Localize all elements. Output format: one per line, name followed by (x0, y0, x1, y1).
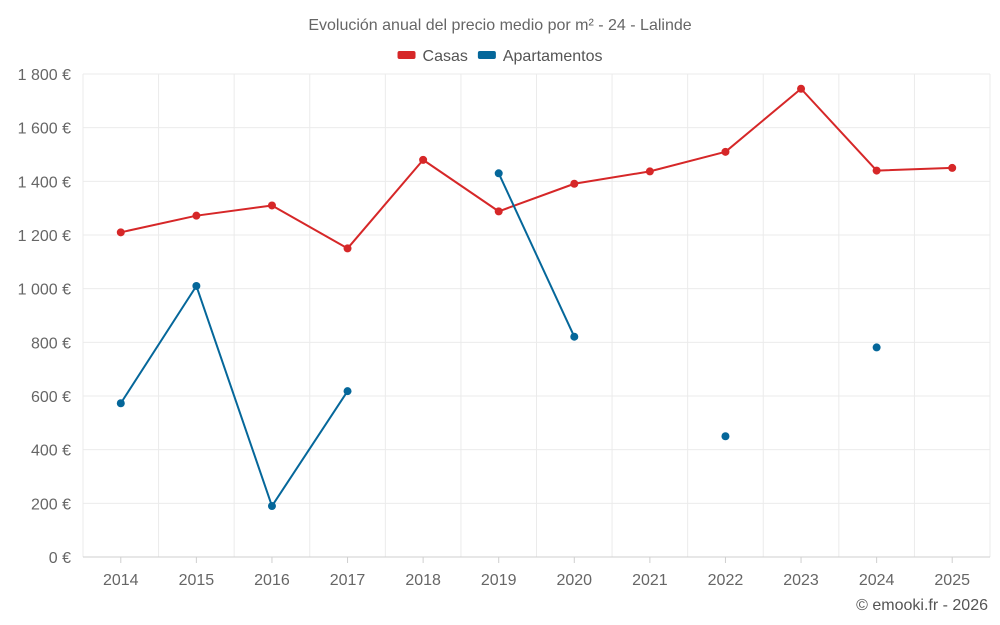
data-point (948, 163, 957, 172)
legend-item: Casas (397, 48, 468, 65)
data-point (494, 169, 503, 178)
x-tick-label: 2014 (103, 572, 139, 589)
y-tick-label: 1 800 € (18, 67, 71, 84)
series-apartamentos (116, 169, 881, 511)
y-tick-label: 1 600 € (18, 121, 71, 138)
legend-swatch (477, 51, 496, 59)
data-point (721, 147, 730, 156)
series-layer (116, 84, 957, 511)
x-tick-label: 2021 (632, 572, 668, 589)
x-tick-label: 2020 (556, 572, 592, 589)
x-tick-label: 2023 (783, 572, 819, 589)
series-line (497, 172, 576, 338)
x-tick-label: 2019 (481, 572, 517, 589)
x-tick-label: 2022 (708, 572, 744, 589)
x-tick-label: 2018 (405, 572, 441, 589)
data-point (192, 281, 201, 290)
data-point (419, 155, 428, 164)
legend-swatch (397, 51, 416, 59)
legend-label: Casas (423, 48, 468, 65)
y-tick-label: 0 € (49, 550, 71, 567)
legend-label: Apartamentos (503, 48, 603, 65)
y-tick-label: 600 € (31, 389, 71, 406)
data-point (494, 207, 503, 216)
data-point (570, 179, 579, 188)
legend-item: Apartamentos (477, 48, 603, 65)
data-point (570, 332, 579, 341)
data-point (645, 167, 654, 176)
data-point (116, 228, 125, 237)
data-point (192, 211, 201, 220)
data-point (116, 399, 125, 408)
series-casas (116, 84, 957, 253)
series-line (119, 284, 349, 508)
data-point (721, 432, 730, 441)
data-point (343, 244, 352, 253)
x-tick-label: 2024 (859, 572, 895, 589)
x-tick-label: 2015 (179, 572, 215, 589)
data-point (267, 201, 276, 210)
y-tick-label: 1 000 € (18, 282, 71, 299)
series-line (120, 87, 953, 250)
data-point (267, 502, 276, 511)
grid-layer (82, 73, 991, 557)
x-tick-label: 2016 (254, 572, 290, 589)
data-point (343, 387, 352, 396)
y-tick-label: 400 € (31, 443, 71, 460)
data-point (872, 166, 881, 175)
credit-text: © emooki.fr - 2026 (856, 597, 988, 614)
y-tick-label: 200 € (31, 496, 71, 513)
y-tick-label: 1 200 € (18, 228, 71, 245)
legend: Casas Apartamentos (397, 48, 603, 65)
y-tick-label: 800 € (31, 335, 71, 352)
data-point (872, 343, 881, 352)
x-tick-label: 2025 (934, 572, 970, 589)
y-tick-label: 1 400 € (18, 174, 71, 191)
x-tick-label: 2017 (330, 572, 366, 589)
axis-layer: 0 € 200 € 400 € 600 € 800 € 1 000 € 1 200 € 1 4… (18, 67, 990, 589)
chart-title: Evolución anual del precio medio por m² … (308, 17, 691, 34)
data-point (797, 84, 806, 93)
